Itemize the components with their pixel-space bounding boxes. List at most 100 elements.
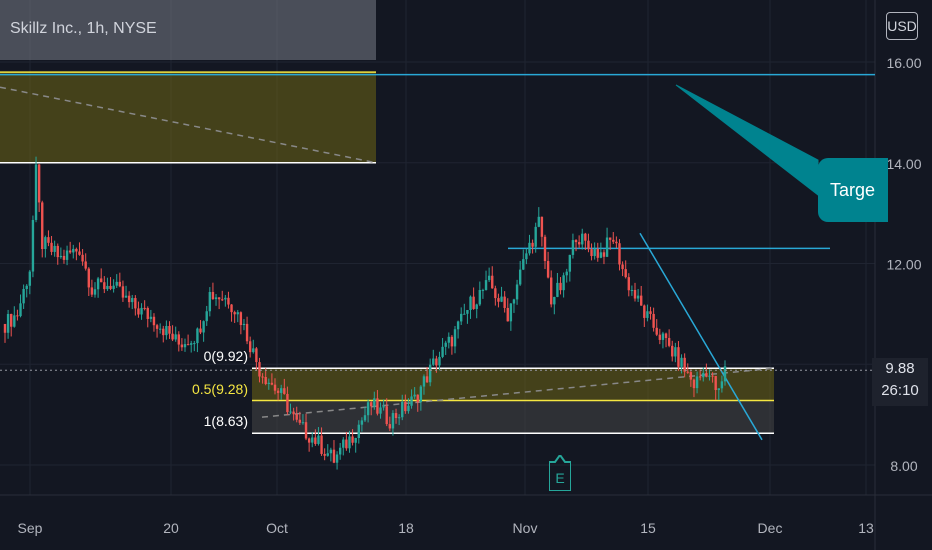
candle-body bbox=[134, 298, 137, 309]
x-tick-label: 20 bbox=[163, 520, 179, 536]
candle-body bbox=[503, 296, 506, 308]
candle-body bbox=[100, 278, 103, 283]
candle-body bbox=[438, 356, 441, 366]
candle-body bbox=[441, 346, 444, 357]
candle-body bbox=[283, 388, 286, 394]
candle-body bbox=[543, 236, 547, 262]
candle-body bbox=[658, 334, 662, 340]
candle-body bbox=[41, 202, 44, 250]
candle-body bbox=[444, 342, 447, 347]
candle-body bbox=[602, 252, 606, 257]
candle-body bbox=[326, 453, 329, 456]
current-price: 9.88 bbox=[885, 360, 915, 378]
candle-body bbox=[487, 275, 491, 281]
candle-body bbox=[522, 259, 525, 270]
candle-body bbox=[44, 237, 47, 250]
candle-body bbox=[165, 326, 168, 336]
candle-body bbox=[289, 411, 292, 413]
candle-body bbox=[255, 348, 258, 363]
upper-zone bbox=[0, 72, 376, 163]
candle-body bbox=[242, 323, 246, 326]
candle-body bbox=[47, 237, 50, 243]
target-callout[interactable]: Targe bbox=[818, 158, 888, 222]
candle-body bbox=[695, 376, 699, 389]
candle-body bbox=[323, 453, 326, 456]
candle-body bbox=[562, 275, 565, 291]
candle-body bbox=[373, 398, 376, 407]
candle-body bbox=[50, 242, 53, 252]
currency-button[interactable]: USD bbox=[886, 12, 918, 40]
candle-body bbox=[376, 398, 379, 414]
candle-body bbox=[540, 216, 544, 237]
candle-body bbox=[202, 321, 205, 333]
x-tick-label: 15 bbox=[640, 520, 656, 536]
candle-body bbox=[162, 328, 165, 336]
candle-body bbox=[599, 252, 603, 258]
candle-body bbox=[109, 285, 112, 289]
candle-body bbox=[96, 278, 100, 290]
candle-body bbox=[273, 384, 277, 391]
candle-body bbox=[608, 237, 612, 240]
candle-body bbox=[450, 336, 454, 347]
candle-body bbox=[311, 437, 314, 443]
candle-body bbox=[633, 289, 637, 299]
candle-body bbox=[174, 334, 177, 340]
candle-body bbox=[407, 405, 410, 412]
candle-body bbox=[366, 402, 370, 416]
candle-body bbox=[550, 277, 553, 305]
candle-body bbox=[351, 436, 354, 443]
fib-level-0-label: 0(9.92) bbox=[203, 348, 248, 365]
candle-body bbox=[87, 268, 90, 288]
candle-body bbox=[401, 401, 404, 418]
candle-body bbox=[515, 284, 519, 300]
candle-body bbox=[342, 439, 345, 448]
candle-body bbox=[453, 329, 457, 347]
candle-body bbox=[574, 240, 578, 243]
candle-body bbox=[404, 401, 407, 412]
candle-body bbox=[28, 271, 32, 286]
candle-body bbox=[205, 311, 208, 322]
candle-body bbox=[193, 343, 196, 345]
candle-body bbox=[481, 289, 485, 291]
candle-body bbox=[571, 240, 575, 255]
candle-body bbox=[556, 282, 559, 297]
candle-body bbox=[112, 285, 115, 289]
candle-body bbox=[131, 298, 134, 303]
candle-body bbox=[93, 289, 97, 295]
candle-body bbox=[230, 304, 233, 313]
upper-zone-diagonal bbox=[0, 86, 377, 164]
fib-level-1-label: 1(8.63) bbox=[203, 413, 248, 430]
candle-body bbox=[652, 313, 655, 328]
y-tick-label: 12.00 bbox=[886, 257, 921, 273]
candle-body bbox=[692, 379, 696, 389]
candle-body bbox=[22, 288, 25, 304]
candle-body bbox=[584, 233, 587, 241]
candle-body bbox=[329, 449, 333, 454]
candle-body bbox=[621, 264, 624, 270]
candle-body bbox=[394, 413, 398, 419]
x-tick-label: Dec bbox=[758, 520, 783, 536]
candle-body bbox=[196, 328, 199, 344]
candle-body bbox=[332, 449, 336, 463]
candle-body bbox=[264, 376, 267, 385]
candle-body bbox=[612, 239, 615, 242]
candle-body bbox=[34, 164, 38, 220]
candle-body bbox=[410, 396, 413, 406]
candle-body bbox=[317, 435, 320, 444]
candle-body bbox=[354, 437, 357, 443]
candle-body bbox=[518, 269, 522, 285]
earnings-marker-icon[interactable]: E bbox=[549, 455, 571, 491]
candle-body bbox=[37, 164, 41, 203]
bar-countdown: 26:10 bbox=[881, 382, 919, 400]
candle-body bbox=[140, 307, 143, 315]
candle-body bbox=[90, 287, 94, 295]
candle-body bbox=[469, 296, 472, 311]
candle-body bbox=[16, 315, 19, 317]
candle-body bbox=[689, 372, 693, 380]
candle-body bbox=[661, 333, 665, 340]
candle-body bbox=[500, 296, 503, 302]
fib-zone-upper bbox=[252, 368, 774, 401]
candle-body bbox=[630, 289, 634, 291]
symbol-title[interactable]: Skillz Inc., 1h, NYSE bbox=[10, 20, 157, 37]
